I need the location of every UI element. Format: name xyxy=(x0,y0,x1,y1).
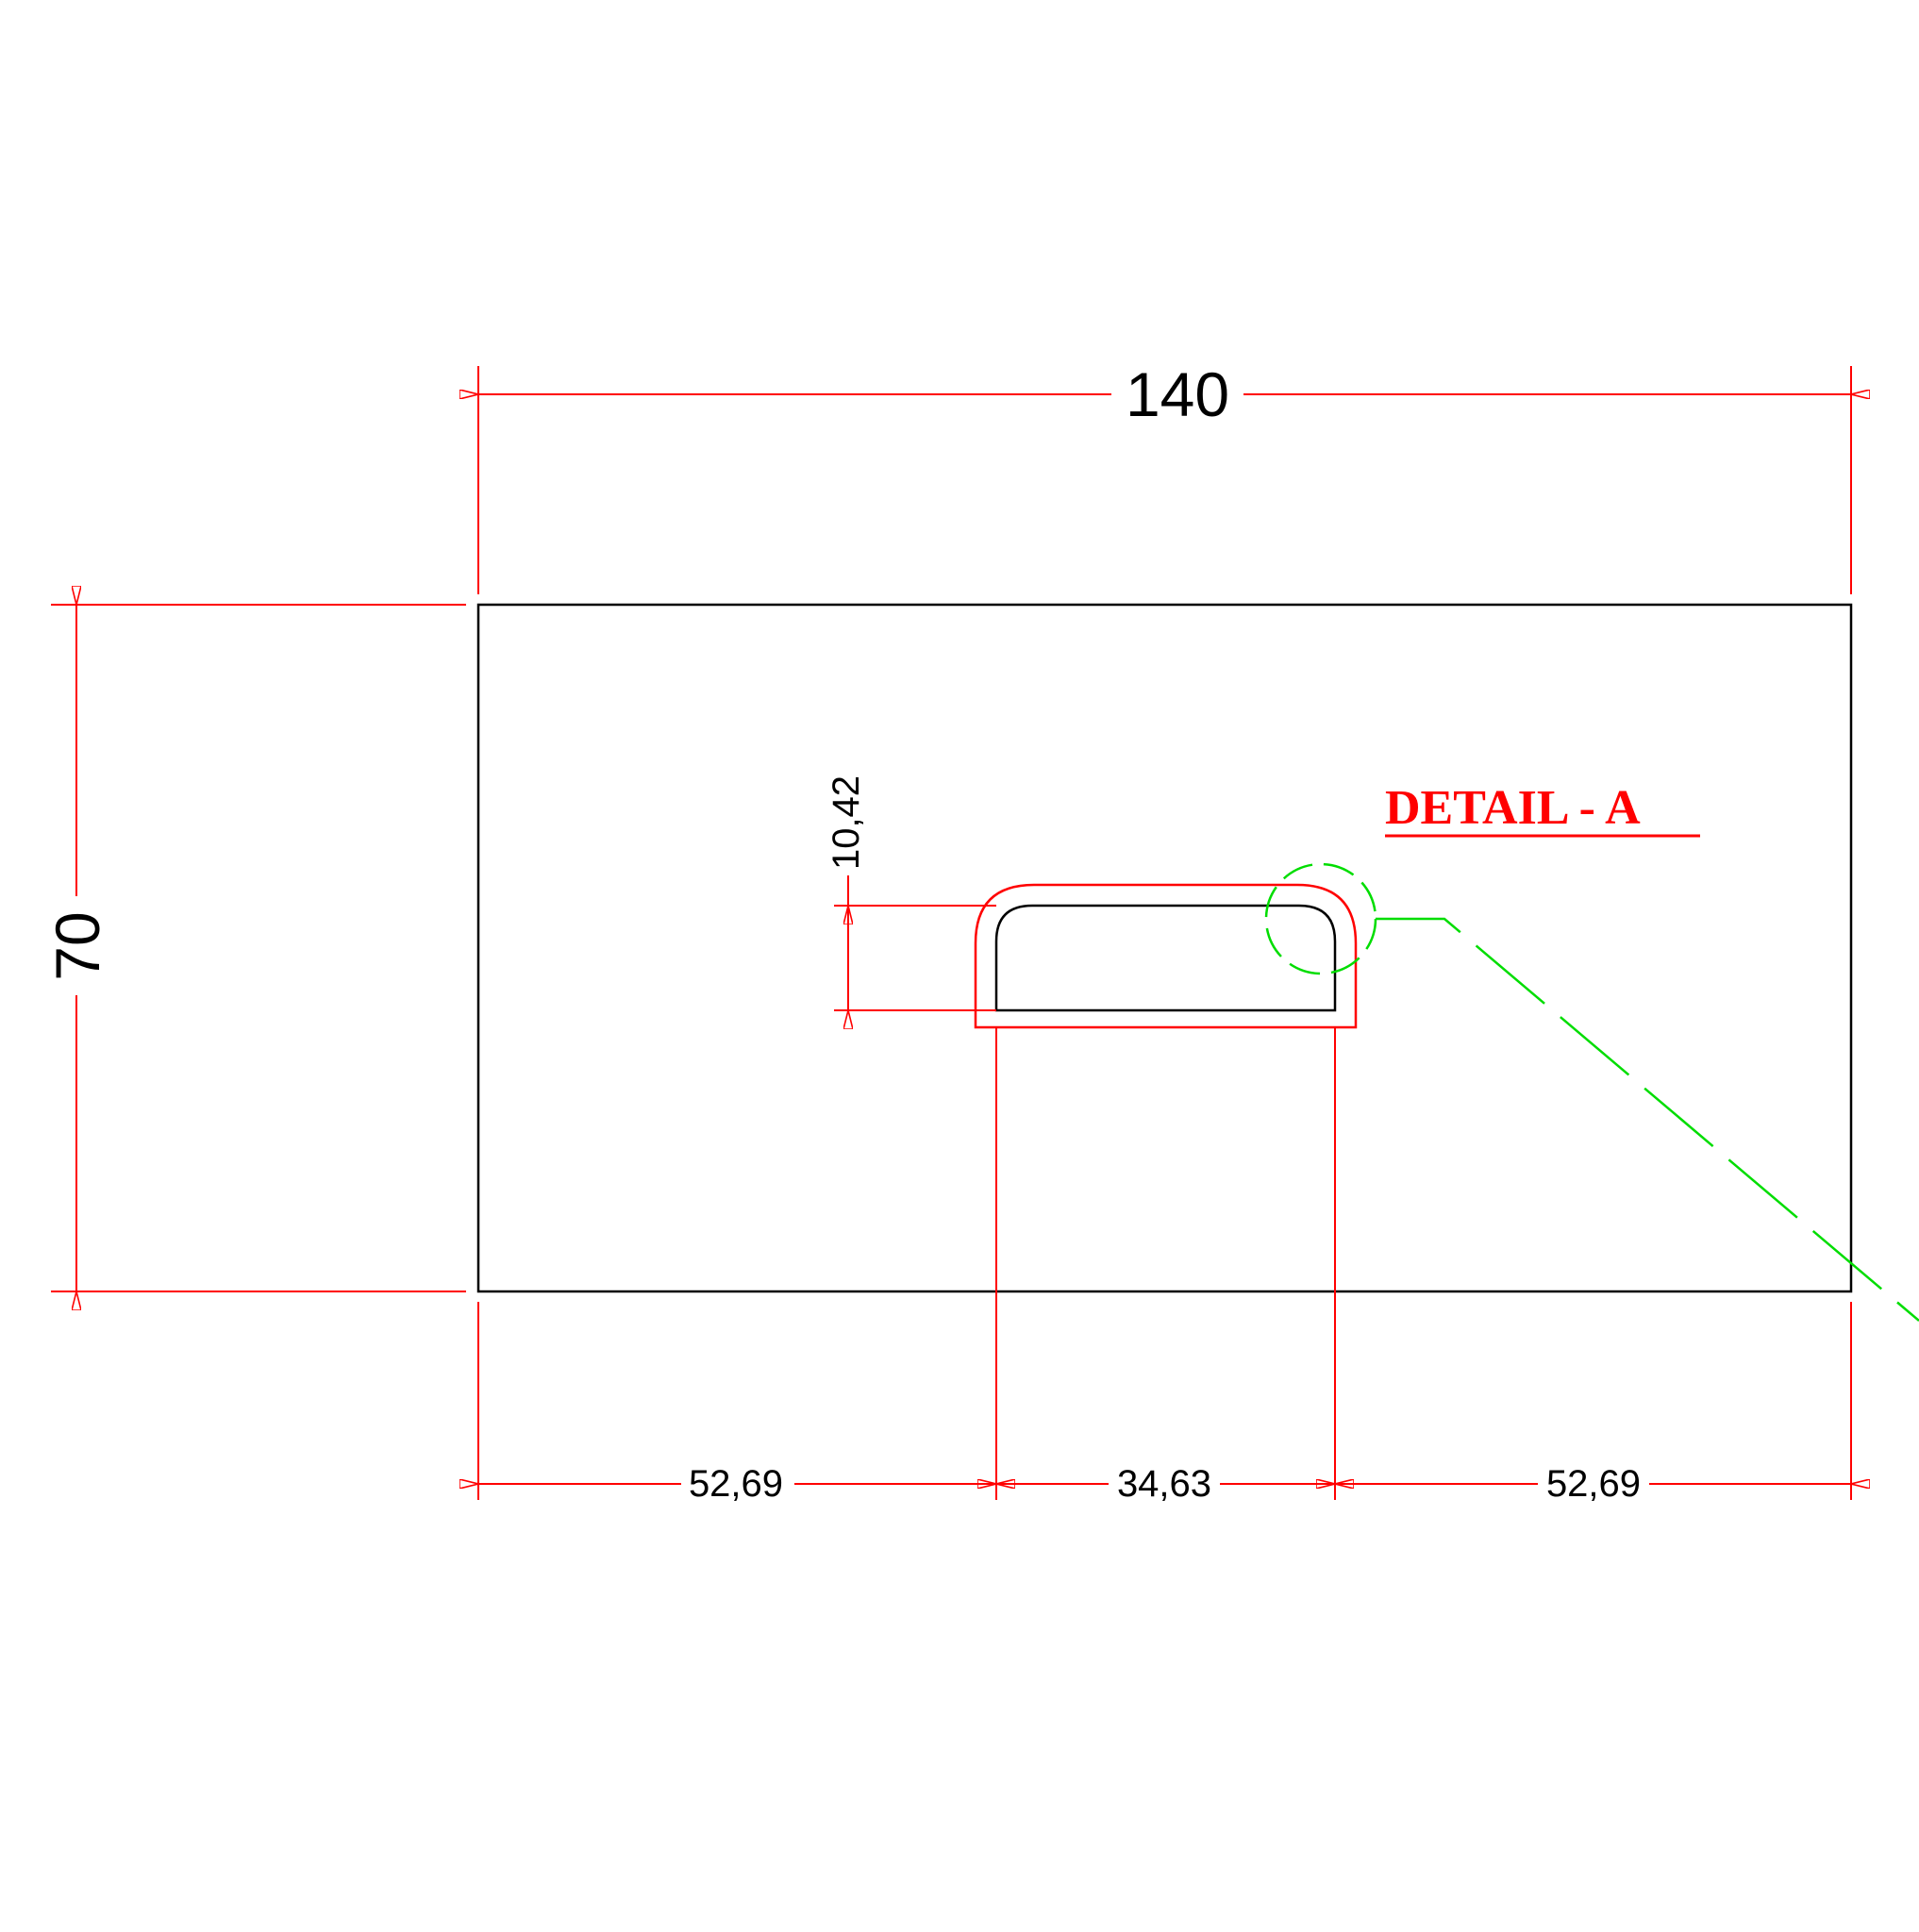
dimension-overall-height: 70 xyxy=(42,605,466,1291)
dimension-slot-width-label: 34,63 xyxy=(1117,1463,1211,1505)
dimension-left-offset: 52,69 xyxy=(478,1463,996,1505)
slot-cutout xyxy=(994,904,1337,1012)
dimension-overall-height-label: 70 xyxy=(42,911,112,980)
dimension-bottom-chain: 52,69 34,63 52,69 xyxy=(478,1027,1851,1505)
detail-label: DETAIL - A xyxy=(1385,781,1641,835)
detail-circle-marker xyxy=(1264,862,1377,975)
dimension-slot-height-label: 10,42 xyxy=(826,775,867,870)
dimension-right-offset: 52,69 xyxy=(1335,1463,1851,1505)
panel-outline xyxy=(476,603,1853,1293)
dimension-left-offset-label: 52,69 xyxy=(689,1463,783,1505)
dimension-right-offset-label: 52,69 xyxy=(1546,1463,1641,1505)
detail-leader-line xyxy=(1376,917,1919,1322)
slot-offset-outline xyxy=(974,883,1358,1029)
dimension-slot-width: 34,63 xyxy=(996,1463,1335,1505)
dimension-slot-height: 10,42 xyxy=(826,775,996,1010)
dimension-overall-width: 140 xyxy=(478,359,1851,594)
dimension-overall-width-label: 140 xyxy=(1126,359,1229,429)
detail-callout: DETAIL - A xyxy=(1264,781,1919,1322)
